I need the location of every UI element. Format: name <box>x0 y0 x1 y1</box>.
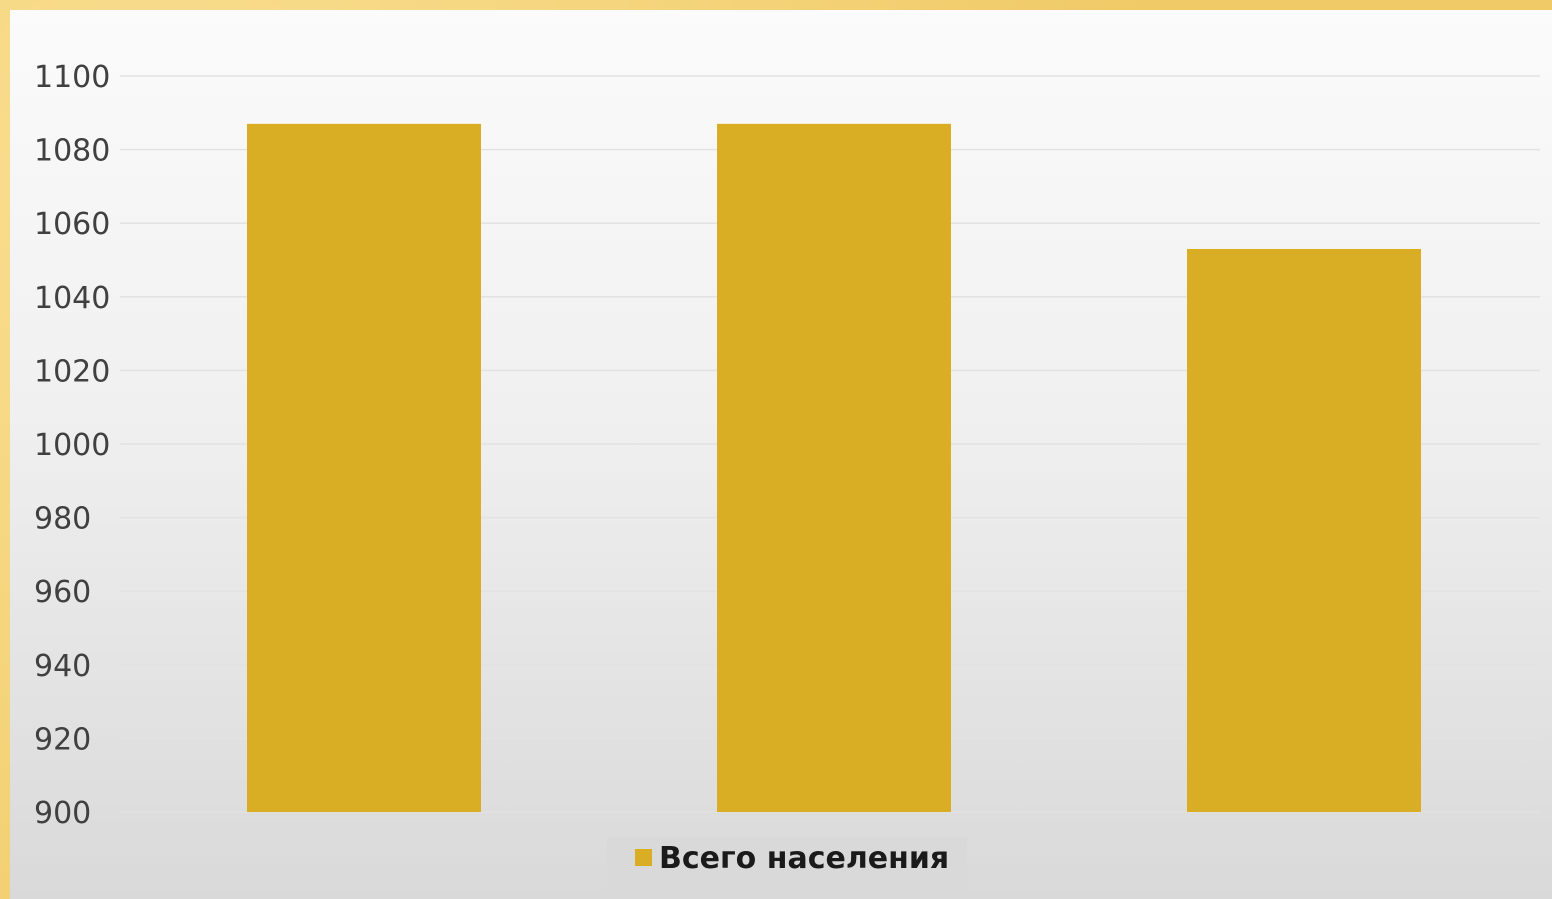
y-tick-label: 1060 <box>34 207 110 242</box>
y-tick-label: 900 <box>34 796 91 831</box>
y-tick-label: 920 <box>34 722 91 757</box>
chart-area: 1100 1080 1060 1040 1020 1000 980 960 940 920 900 <box>10 10 1552 899</box>
legend-label: Всего населения <box>659 841 950 876</box>
y-tick-label: 940 <box>34 649 91 684</box>
bar-chart: 1100 1080 1060 1040 1020 1000 980 960 940 920 900 <box>34 60 1540 831</box>
y-tick-label: 1080 <box>34 134 110 169</box>
bar <box>1187 248 1421 812</box>
bar <box>247 123 481 813</box>
legend-swatch <box>635 849 652 866</box>
y-tick-label: 1020 <box>34 354 110 389</box>
bar <box>717 123 951 813</box>
y-tick-label: 1100 <box>34 60 110 95</box>
y-axis-tick-labels: 1100 1080 1060 1040 1020 1000 980 960 940 920 900 <box>34 60 110 831</box>
y-tick-label: 960 <box>34 575 91 610</box>
y-tick-label: 1000 <box>34 428 110 463</box>
bars <box>247 123 1421 813</box>
legend <box>607 837 967 897</box>
y-tick-label: 1040 <box>34 281 110 316</box>
y-tick-label: 980 <box>34 502 91 537</box>
